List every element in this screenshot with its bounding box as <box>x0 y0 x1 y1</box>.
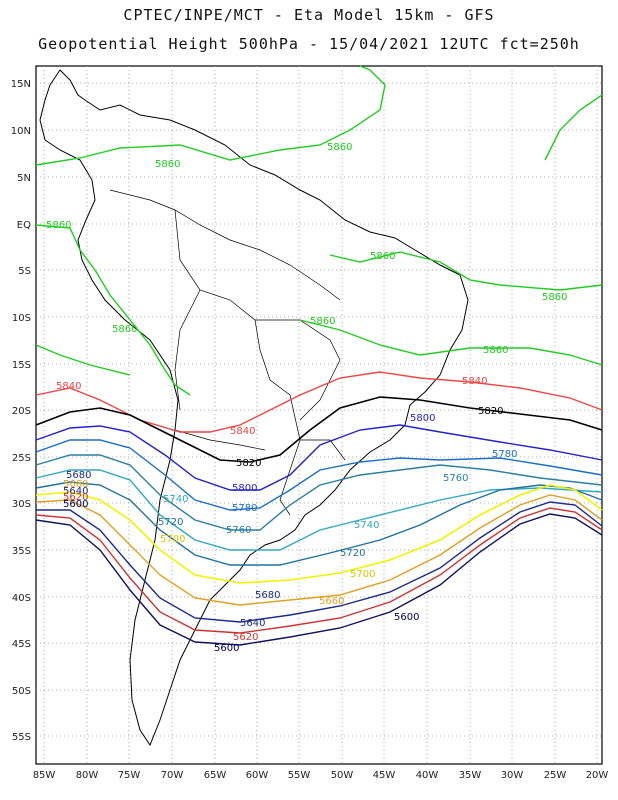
contour-5860 <box>35 65 603 396</box>
label-5820: 5820 <box>478 406 503 417</box>
label-5620: 5620 <box>233 632 258 643</box>
label-5620: 5620 <box>63 492 88 503</box>
label-5860: 5860 <box>155 159 180 170</box>
label-5720: 5720 <box>340 548 365 559</box>
longitude-tick-label: 75W <box>118 770 141 781</box>
label-5740: 5740 <box>354 520 379 531</box>
contour-5800 <box>35 424 603 491</box>
latitude-tick-label: 45S <box>12 639 31 650</box>
label-5600: 5600 <box>394 612 419 623</box>
longitude-tick-label: 30W <box>501 770 524 781</box>
chart-title-line1: CPTEC/INPE/MCT - Eta Model 15km - GFS <box>123 6 495 24</box>
longitude-tick-label: 35W <box>459 770 482 781</box>
label-5860: 5860 <box>46 220 71 231</box>
contour-5740 <box>35 469 603 551</box>
latitude-tick-label: 15S <box>12 360 31 371</box>
latitude-tick-label: 55S <box>12 732 31 743</box>
contour-5700 <box>35 484 603 584</box>
latitude-tick-label: 30S <box>12 499 31 510</box>
label-5600: 5600 <box>63 499 88 510</box>
label-5640: 5640 <box>240 618 265 629</box>
contour-5780 <box>35 439 603 511</box>
label-5700: 5700 <box>350 569 375 580</box>
label-5780: 5780 <box>492 449 517 460</box>
longitude-tick-label: 60W <box>246 770 269 781</box>
chart-title-line2: Geopotential Height 500hPa - 15/04/2021 … <box>38 35 580 53</box>
label-5840: 5840 <box>56 381 81 392</box>
label-5660: 5660 <box>319 596 344 607</box>
label-5860: 5860 <box>542 292 567 303</box>
label-5860: 5860 <box>310 316 335 327</box>
label-5640: 5640 <box>63 486 88 497</box>
contour-5760 <box>35 454 603 531</box>
label-5600: 5600 <box>214 643 239 654</box>
latitude-tick-label: 10N <box>11 126 31 137</box>
contour-5680 <box>35 494 603 606</box>
latitude-tick-label: 35S <box>12 546 31 557</box>
label-5800: 5800 <box>410 413 435 424</box>
label-5760: 5760 <box>226 525 251 536</box>
longitude-tick-label: 25W <box>544 770 567 781</box>
label-5820: 5820 <box>236 458 261 469</box>
longitude-tick-label: 50W <box>331 770 354 781</box>
country-borders <box>109 189 346 516</box>
label-5860: 5860 <box>370 251 395 262</box>
latitude-tick-label: 25S <box>12 453 31 464</box>
label-5680: 5680 <box>66 470 91 481</box>
longitude-tick-label: 70W <box>161 770 184 781</box>
latitude-tick-label: 5N <box>17 173 31 184</box>
graticule <box>36 66 602 764</box>
contour-5720 <box>35 481 603 566</box>
map-frame <box>35 65 603 765</box>
latitude-tick-label: 5S <box>18 266 31 277</box>
contour-5820 <box>35 396 603 463</box>
label-5780: 5780 <box>232 503 257 514</box>
label-5680: 5680 <box>255 590 280 601</box>
label-5700: 5700 <box>160 534 185 545</box>
longitude-tick-label: 45W <box>373 770 396 781</box>
label-5740: 5740 <box>163 494 188 505</box>
label-5660: 5660 <box>63 479 88 490</box>
label-5860: 5860 <box>327 142 352 153</box>
longitude-tick-label: 20W <box>586 770 609 781</box>
latitude-tick-label: 20S <box>12 406 31 417</box>
longitude-tick-label: 40W <box>416 770 439 781</box>
longitude-axis: 85W 80W 75W 70W 65W 60W 55W 50W 45W 40W 35W 30W 25W 2… <box>33 770 609 781</box>
latitude-tick-label: 10S <box>12 313 31 324</box>
contour-5840 <box>35 371 603 433</box>
label-5760: 5760 <box>443 473 468 484</box>
latitude-tick-label: 15N <box>11 79 31 90</box>
label-5840: 5840 <box>230 426 255 437</box>
label-5860: 5860 <box>483 345 508 356</box>
latitude-tick-label: 40S <box>12 593 31 604</box>
contour-5620 <box>35 513 603 646</box>
longitude-tick-label: 65W <box>204 770 227 781</box>
south-america-coastline <box>39 69 469 747</box>
latitude-tick-label: EQ <box>17 220 31 231</box>
longitude-tick-label: 55W <box>288 770 311 781</box>
label-5840: 5840 <box>462 376 487 387</box>
contour-5660 <box>36 501 603 623</box>
latitude-axis: 15N 10N 5N EQ 5S 10S 15S 20S 25S 30S 35S 40S 45S 50S 5… <box>11 79 31 743</box>
label-5720: 5720 <box>158 517 183 528</box>
label-5800: 5800 <box>232 483 257 494</box>
longitude-tick-label: 80W <box>76 770 99 781</box>
contour-5640 <box>35 507 603 634</box>
latitude-tick-label: 50S <box>12 686 31 697</box>
longitude-tick-label: 85W <box>33 770 56 781</box>
label-5860: 5860 <box>112 324 137 335</box>
